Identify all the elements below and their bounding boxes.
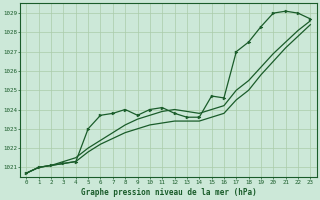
X-axis label: Graphe pression niveau de la mer (hPa): Graphe pression niveau de la mer (hPa) xyxy=(81,188,256,197)
